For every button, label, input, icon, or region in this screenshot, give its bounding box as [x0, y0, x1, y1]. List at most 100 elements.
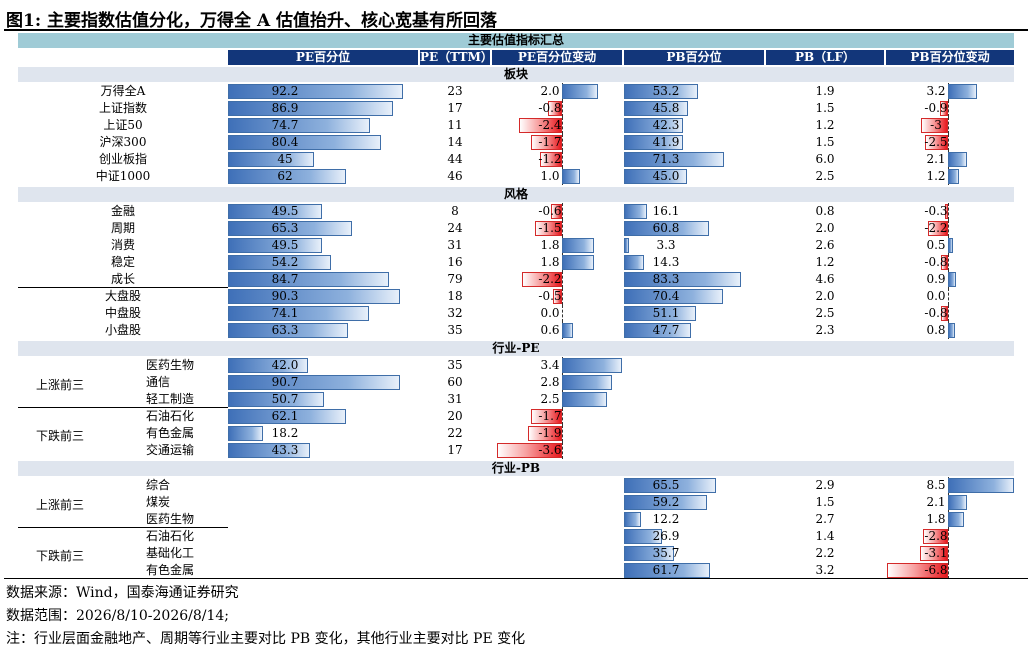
zero-axis: [948, 220, 949, 237]
percentile-value: 18.2: [271, 426, 299, 440]
percentile-value: 59.2: [652, 495, 680, 509]
change-bar: [562, 169, 580, 184]
row-label: 稳定: [110, 255, 135, 269]
table-row: 消费 49.5 31 1.8 3.3 2.6 0.5: [18, 237, 1014, 254]
percentile-bar: [228, 221, 352, 236]
zero-axis: [948, 288, 949, 305]
change-bar: [562, 375, 612, 390]
change-value: -2.4: [538, 118, 562, 132]
pe-ttm-value: 35: [447, 323, 463, 337]
table-row: 金融 49.5 8 -0.6 16.1 0.8 -0.3: [18, 203, 1014, 220]
change-bar: [528, 426, 562, 441]
change-value: -0.9: [924, 101, 948, 115]
footnote: 注：行业层面金融地产、周期等行业主要对比 PB 变化，其他行业主要对比 PE 变…: [6, 631, 526, 647]
row-label: 基础化工: [146, 546, 195, 560]
table-row: 煤炭 59.2 1.5 2.1: [18, 494, 1014, 511]
pb-lf-value: 2.3: [815, 323, 835, 337]
pb-lf-value: 0.8: [815, 204, 835, 218]
row-label: 中盘股: [104, 306, 141, 320]
change-bar: [923, 529, 948, 544]
pb-lf-value: 2.2: [815, 546, 835, 560]
row-label: 小盘股: [104, 323, 141, 337]
change-value: 1.0: [540, 169, 560, 183]
percentile-bar: [228, 426, 263, 441]
change-bar: [497, 443, 562, 458]
change-bar: [945, 204, 948, 219]
change-value: 2.5: [540, 392, 560, 406]
percentile-bar: [228, 358, 308, 373]
table-row: 周期 65.3 24 -1.5 60.8 2.0 -2.2: [18, 220, 1014, 237]
change-value: -3: [930, 118, 942, 132]
zero-axis: [948, 545, 949, 562]
percentile-bar: [624, 169, 687, 184]
table-row: 沪深300 80.4 14 -1.7 41.9 1.5 -2.5: [18, 134, 1014, 151]
percentile-value: 45: [277, 152, 293, 166]
percentile-value: 42.0: [271, 358, 299, 372]
change-value: -1.7: [538, 409, 562, 423]
row-label: 有色金属: [146, 426, 195, 440]
row-label: 沪深300: [99, 135, 147, 149]
table-row: 上证指数 86.9 17 -0.8 45.8 1.5 -0.9: [18, 100, 1014, 117]
col-pe-chg: PE百分位变动: [492, 50, 622, 65]
table-row: 轻工制造 50.7 31 2.5: [18, 391, 1014, 408]
group-label: 上涨前三: [36, 378, 85, 392]
change-bar: [562, 255, 594, 270]
change-bar: [941, 306, 948, 321]
percentile-value: 83.3: [652, 272, 680, 286]
percentile-value: 3.3: [656, 238, 676, 252]
pe-ttm-value: 20: [447, 409, 463, 423]
change-bar: [519, 118, 562, 133]
table-row: 中证1000 62 46 1.0 45.0 2.5 1.2: [18, 168, 1014, 185]
row-label: 上证50: [103, 118, 143, 132]
pe-ttm-value: 44: [447, 152, 463, 166]
change-bar: [531, 409, 562, 424]
change-value: 0.6: [540, 323, 560, 337]
change-bar: [921, 118, 948, 133]
row-label: 创业板指: [98, 152, 147, 166]
percentile-value: 62: [277, 169, 293, 183]
pe-ttm-value: 60: [447, 375, 463, 389]
change-value: 0.0: [926, 289, 946, 303]
percentile-bar: [228, 306, 369, 321]
pb-lf-value: 1.5: [815, 135, 835, 149]
change-bar: [948, 84, 977, 99]
percentile-value: 54.2: [271, 255, 299, 269]
change-bar: [928, 221, 948, 236]
percentile-value: 49.5: [271, 204, 299, 218]
percentile-value: 65.3: [271, 221, 299, 235]
figure-title: 图1: 主要指数估值分化，万得全 A 估值抬升、核心宽基有所回落: [6, 11, 498, 31]
pe-ttm-value: 8: [451, 204, 459, 218]
zero-axis: [562, 151, 563, 168]
zero-axis: [562, 117, 563, 134]
percentile-bar: [228, 204, 322, 219]
change-value: 1.8: [926, 512, 946, 526]
change-bar: [941, 255, 948, 270]
row-label: 金融: [110, 204, 135, 218]
row-label: 中证1000: [95, 169, 151, 183]
pe-ttm-value: 35: [447, 358, 463, 372]
percentile-bar: [624, 478, 716, 493]
group-divider: [18, 287, 228, 288]
pe-ttm-value: 14: [447, 135, 463, 149]
row-label: 石油石化: [146, 409, 195, 423]
group-label: 下跌前三: [36, 549, 85, 563]
percentile-value: 51.1: [652, 306, 680, 320]
percentile-value: 62.1: [271, 409, 299, 423]
zero-axis: [948, 203, 949, 220]
change-value: 0.8: [926, 323, 946, 337]
percentile-bar: [624, 306, 696, 321]
change-bar: [948, 169, 959, 184]
table-row: 小盘股 63.3 35 0.6 47.7 2.3 0.8: [18, 322, 1014, 339]
pb-lf-value: 1.2: [815, 118, 835, 132]
change-bar: [887, 563, 948, 578]
percentile-value: 12.2: [652, 512, 680, 526]
pb-lf-value: 2.0: [815, 221, 835, 235]
percentile-bar: [228, 152, 314, 167]
percentile-bar: [228, 392, 324, 407]
change-value: -3.1: [924, 546, 948, 560]
zero-axis: [562, 305, 563, 322]
change-bar: [948, 238, 953, 253]
table-row: 医药生物 12.2 2.7 1.8: [18, 511, 1014, 528]
change-bar: [948, 272, 956, 287]
change-value: -6.8: [924, 563, 948, 577]
